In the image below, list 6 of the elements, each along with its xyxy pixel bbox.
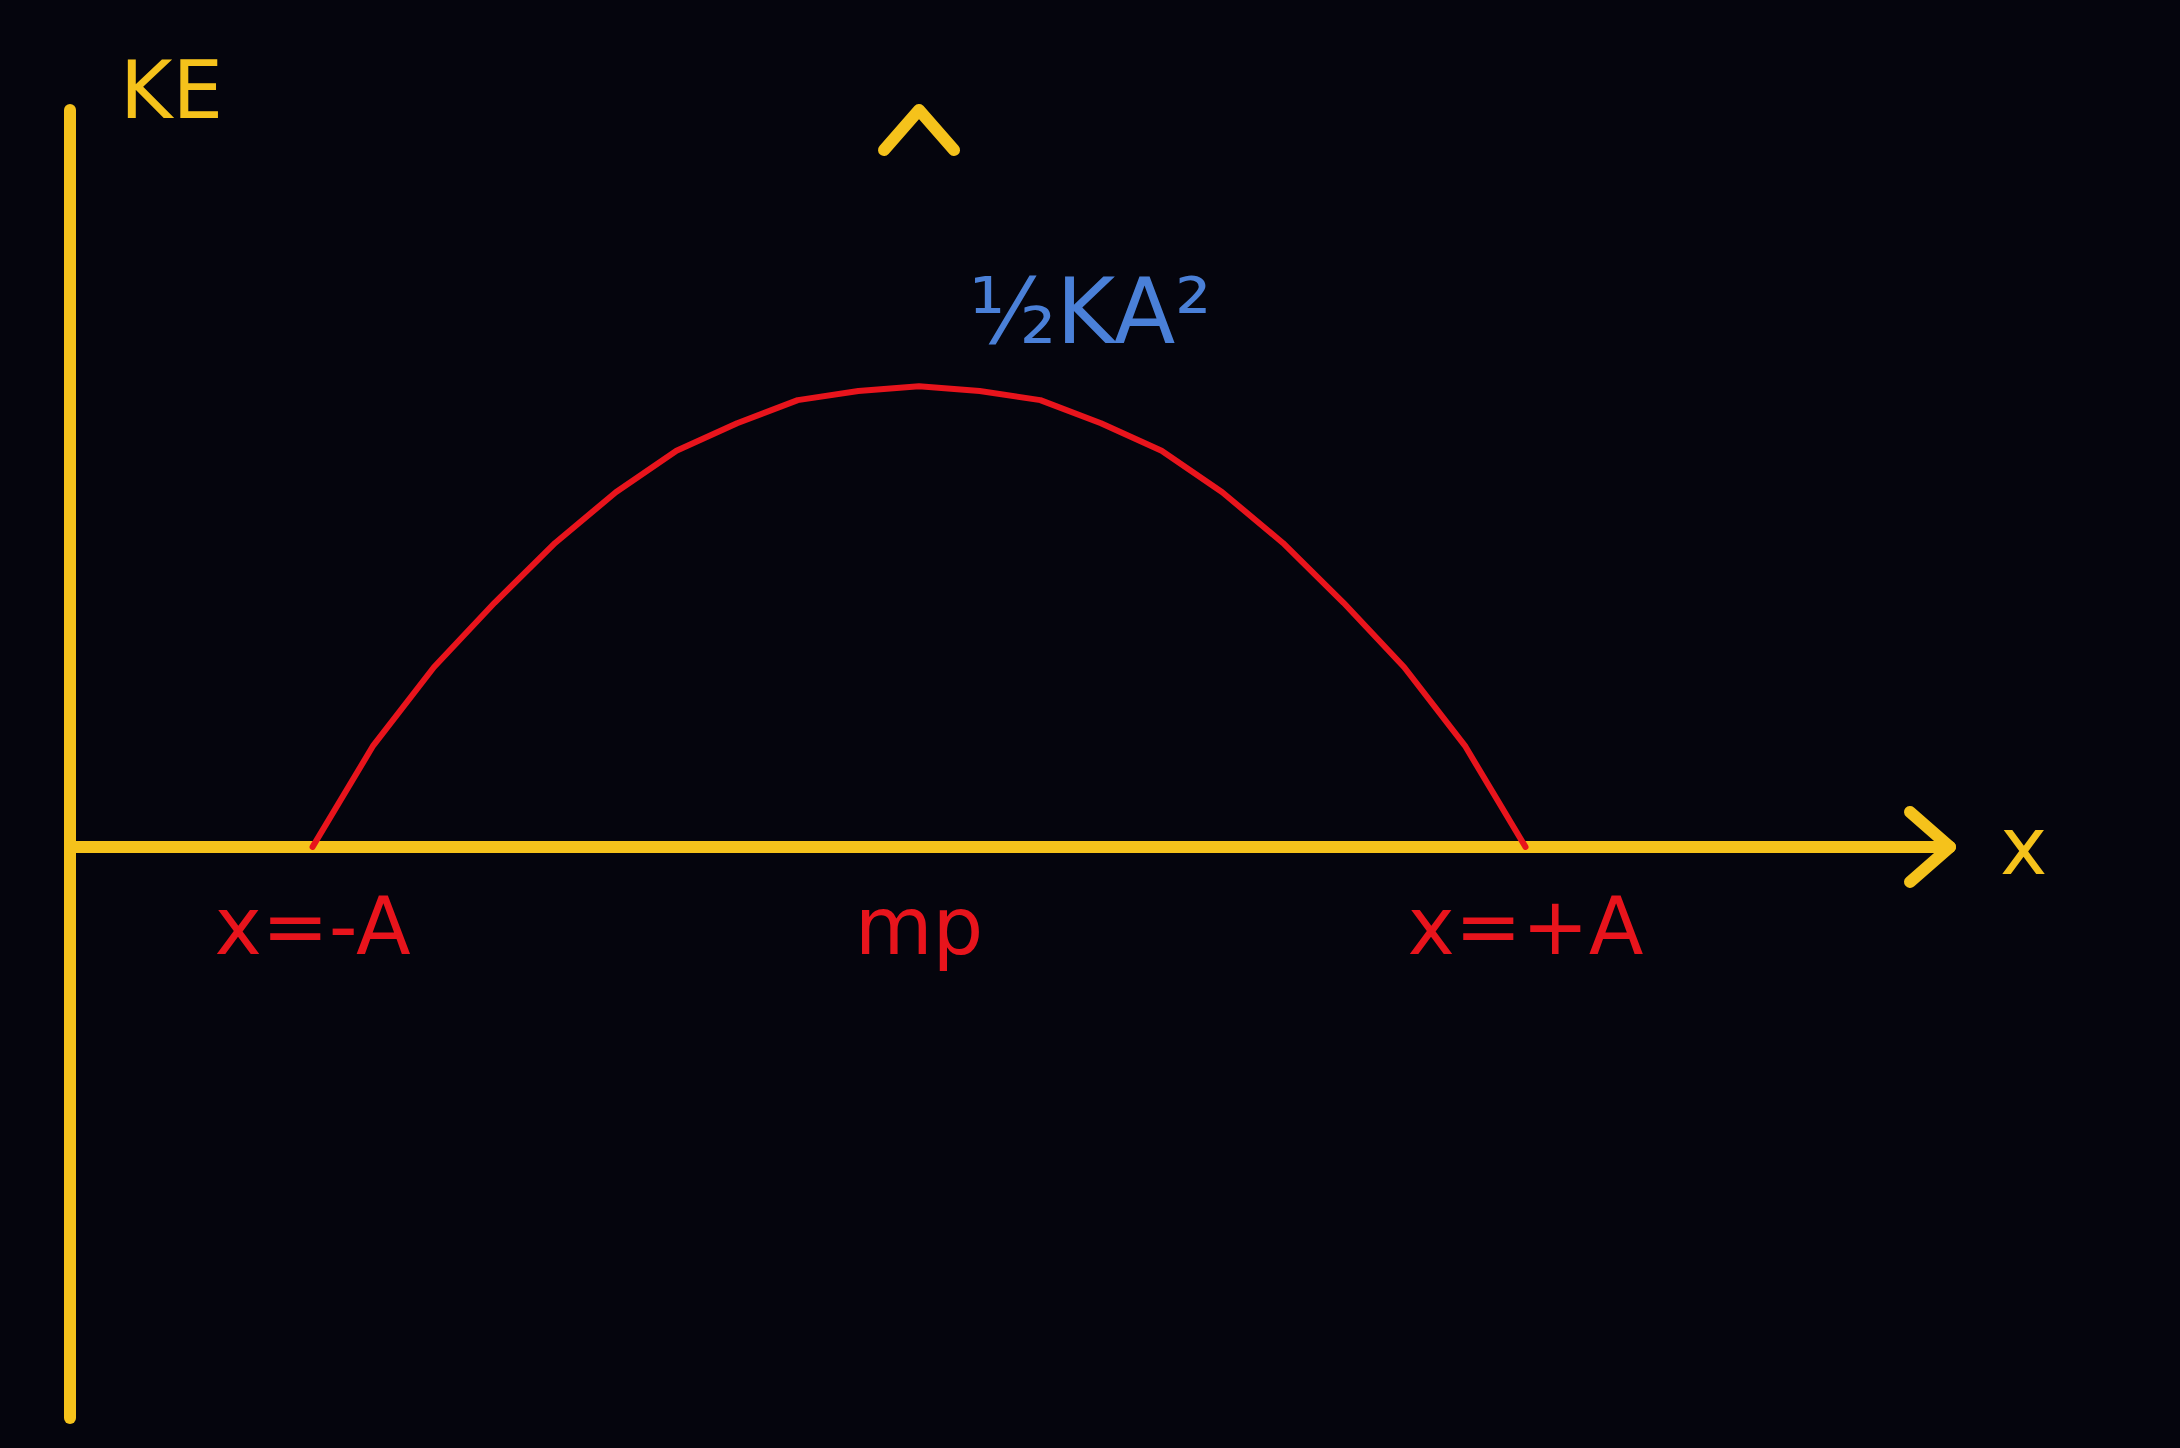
x-tick-label: x=-A	[214, 880, 411, 974]
x-tick-label: mp	[854, 880, 984, 974]
y-axis-title: KE	[120, 43, 224, 137]
x-axis-title: x	[2000, 800, 2048, 894]
x-tick-label: x=+A	[1407, 880, 1644, 974]
annotation: ½KA²	[969, 258, 1212, 364]
